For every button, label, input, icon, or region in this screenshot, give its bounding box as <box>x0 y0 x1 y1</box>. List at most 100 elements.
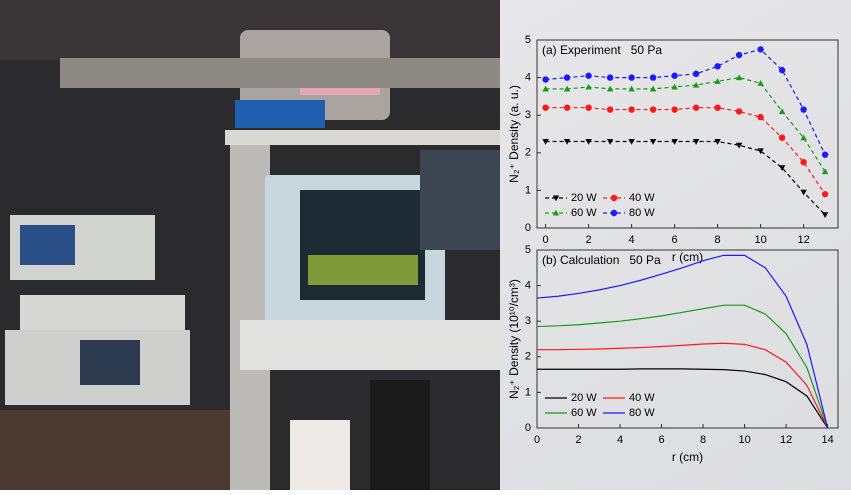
x-tick-label: 6 <box>658 434 664 446</box>
marker <box>649 74 657 81</box>
y-tick-label: 2 <box>525 147 531 159</box>
x-tick-label: 8 <box>715 234 721 246</box>
marker <box>800 189 807 196</box>
marker <box>628 138 635 145</box>
legend-label: 20 W <box>571 392 597 404</box>
marker <box>552 209 560 216</box>
marker <box>671 83 678 90</box>
marker <box>542 76 549 83</box>
lab-photo <box>0 0 500 490</box>
marker <box>735 74 743 81</box>
y-tick-label: 5 <box>525 244 531 256</box>
series-line <box>537 368 829 429</box>
marker <box>800 134 807 141</box>
marker <box>606 138 614 145</box>
marker <box>585 104 592 111</box>
marker <box>714 138 721 145</box>
y-tick-label: 0 <box>525 422 531 434</box>
marker <box>735 51 743 59</box>
chart-title: (a) Experiment 50 Pa <box>542 43 662 57</box>
y-tick-label: 5 <box>525 34 531 46</box>
y-axis-label: N₂⁺ Density (a. u.) <box>507 85 521 183</box>
marker <box>714 78 721 84</box>
marker <box>735 108 743 115</box>
marker <box>757 113 764 121</box>
marker <box>585 72 592 79</box>
x-tick-label: 10 <box>754 234 766 246</box>
x-tick-label: 0 <box>534 434 540 446</box>
x-axis-label: r (cm) <box>672 250 703 264</box>
y-tick-label: 3 <box>525 315 531 327</box>
marker <box>821 151 829 158</box>
marker <box>757 80 764 86</box>
y-tick-label: 4 <box>525 72 531 84</box>
marker <box>610 194 618 202</box>
marker <box>628 74 635 81</box>
plot-frame <box>536 249 839 429</box>
marker <box>735 142 743 149</box>
chart-title: (b) Calculation 50 Pa <box>542 253 661 267</box>
x-tick-label: 12 <box>797 234 809 246</box>
marker <box>649 138 657 145</box>
marker <box>821 168 829 175</box>
series-line <box>536 254 829 429</box>
marker <box>778 66 786 74</box>
marker <box>757 148 764 155</box>
x-tick-label: 8 <box>700 434 706 446</box>
marker <box>821 212 829 219</box>
marker <box>692 138 700 145</box>
series-line <box>536 304 829 429</box>
marker <box>692 81 700 88</box>
marker <box>563 74 571 81</box>
legend-label: 40 W <box>629 392 655 404</box>
x-tick-label: 4 <box>617 434 623 446</box>
x-tick-label: 14 <box>821 434 833 446</box>
legend-label: 60 W <box>571 207 597 219</box>
marker <box>628 85 635 92</box>
series-line <box>537 342 829 429</box>
marker <box>563 104 571 111</box>
marker <box>671 106 678 113</box>
marker <box>757 46 764 53</box>
legend-label: 80 W <box>629 407 655 419</box>
x-tick-label: 0 <box>543 234 549 246</box>
series-line <box>545 140 826 216</box>
y-tick-label: 2 <box>525 351 531 363</box>
marker <box>671 138 678 145</box>
marker <box>563 85 571 92</box>
marker <box>714 104 721 111</box>
marker <box>649 106 657 113</box>
marker <box>606 74 614 81</box>
marker <box>585 138 592 145</box>
legend-label: 60 W <box>571 407 597 419</box>
marker <box>778 165 786 172</box>
y-axis-label: N₂⁺ Density (10¹⁰/cm³) <box>507 279 521 399</box>
marker <box>714 63 721 70</box>
series-line <box>545 107 826 195</box>
marker <box>542 104 549 111</box>
legend-label: 80 W <box>629 207 655 219</box>
x-axis-label: r (cm) <box>672 450 703 464</box>
marker <box>778 108 786 114</box>
y-tick-label: 1 <box>525 386 531 398</box>
legend-label: 40 W <box>629 192 655 204</box>
marker <box>585 83 592 90</box>
plot-frame <box>536 39 839 229</box>
marker <box>606 85 614 92</box>
marker <box>542 85 549 92</box>
marker <box>542 138 549 145</box>
marker <box>778 134 786 141</box>
marker <box>563 138 571 145</box>
marker <box>821 190 829 198</box>
y-tick-label: 4 <box>525 280 531 292</box>
marker <box>671 72 678 79</box>
x-tick-label: 12 <box>780 434 792 446</box>
series-line <box>545 48 826 155</box>
y-tick-label: 3 <box>525 109 531 121</box>
y-tick-label: 0 <box>525 222 531 234</box>
marker <box>692 70 700 78</box>
marker <box>800 159 807 166</box>
marker <box>800 106 807 113</box>
marker <box>628 106 635 113</box>
